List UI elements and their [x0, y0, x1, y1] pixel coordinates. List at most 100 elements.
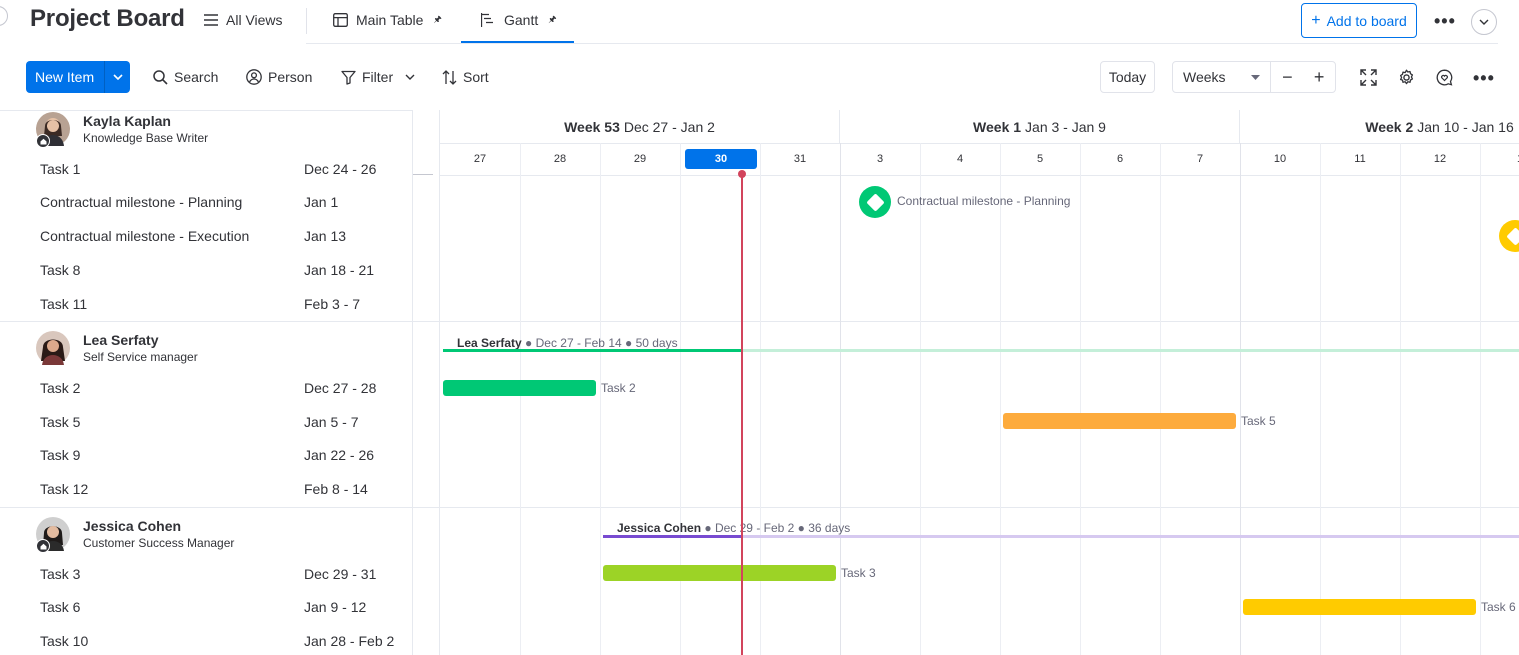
task-row[interactable]: Task 5 Jan 5 - 7	[40, 414, 400, 432]
person-role: Knowledge Base Writer	[83, 130, 209, 145]
chevron-down-icon[interactable]	[405, 74, 415, 80]
task-row[interactable]: Contractual milestone - Execution Jan 13	[40, 228, 400, 246]
task-row[interactable]: Task 10 Jan 28 - Feb 2	[40, 633, 400, 651]
week-header: Week 53 Dec 27 - Jan 2	[440, 110, 840, 143]
day-label: 31	[793, 153, 807, 165]
header-divider	[306, 43, 1498, 44]
task-bar[interactable]	[603, 565, 836, 581]
avatar[interactable]	[36, 331, 70, 365]
new-item-dropdown[interactable]	[105, 74, 130, 80]
task-name: Task 12	[40, 481, 89, 497]
task-name: Task 8	[40, 262, 81, 278]
task-bar-label: Task 2	[601, 381, 636, 395]
plus-icon: +	[1311, 11, 1321, 29]
day-gridline	[520, 143, 521, 655]
milestone-marker[interactable]	[1499, 220, 1519, 252]
sort-button[interactable]: Sort	[442, 68, 489, 86]
zoom-in-button[interactable]: +	[1313, 66, 1325, 87]
search-button[interactable]: Search	[153, 68, 218, 86]
person-name: Lea Serfaty	[83, 331, 159, 348]
week-range: Jan 3 - Jan 9	[1025, 118, 1106, 135]
feedback-button[interactable]	[1433, 66, 1455, 88]
day-gridline	[600, 143, 601, 655]
today-button[interactable]: Today	[1100, 61, 1155, 93]
day-label: 10	[1273, 153, 1287, 165]
board-header: Project Board All Views Main Table 🖈 Gan…	[0, 0, 1519, 44]
task-row[interactable]: Task 2 Dec 27 - 28	[40, 380, 400, 398]
caret-down-icon	[1251, 74, 1261, 80]
milestone-marker[interactable]	[859, 186, 891, 218]
summary-range: ● Dec 27 - Feb 14 ● 50 days	[521, 336, 678, 350]
gantt-more-button[interactable]: •••	[1473, 68, 1495, 88]
task-row[interactable]: Task 11 Feb 3 - 7	[40, 296, 400, 314]
today-marker-line	[741, 174, 743, 655]
chat-heart-icon	[1436, 69, 1452, 86]
day-header-divider	[440, 175, 1519, 176]
task-row[interactable]: Contractual milestone - Planning Jan 1	[40, 194, 400, 212]
person-role: Self Service manager	[83, 349, 198, 364]
day-gridline	[1400, 143, 1401, 655]
board-more-button[interactable]: •••	[1434, 11, 1456, 31]
group-summary-bar[interactable]	[443, 349, 743, 352]
task-date: Feb 8 - 14	[304, 481, 368, 497]
today-day-label: 30	[685, 149, 757, 169]
gantt-timeline[interactable]: Week 53 Dec 27 - Jan 2 Week 1 Jan 3 - Jan …	[413, 110, 1519, 655]
day-gridline	[760, 143, 761, 655]
day-label: 6	[1116, 153, 1124, 165]
task-row[interactable]: Task 3 Dec 29 - 31	[40, 566, 400, 584]
group-summary-bar[interactable]	[603, 535, 743, 538]
sidebar-toggle[interactable]	[0, 6, 8, 26]
day-gridline	[920, 143, 921, 655]
task-date: Jan 1	[304, 194, 339, 210]
day-label: 12	[1433, 153, 1447, 165]
tab-divider	[306, 8, 307, 34]
zoom-select[interactable]: Weeks	[1173, 62, 1272, 92]
filter-label: Filter	[362, 69, 394, 85]
task-name: Task 9	[40, 447, 81, 463]
add-to-board-button[interactable]: + Add to board	[1301, 3, 1417, 38]
week-header-divider	[440, 143, 1519, 144]
day-label: 27	[473, 153, 487, 165]
day-label: 7	[1196, 153, 1204, 165]
avatar[interactable]	[36, 112, 70, 148]
week-header: Week 1 Jan 3 - Jan 9	[840, 110, 1240, 143]
task-row[interactable]: Task 12 Feb 8 - 14	[40, 481, 400, 499]
week-header: Week 2 Jan 10 - Jan 16	[1240, 110, 1519, 143]
task-bar[interactable]	[1243, 599, 1476, 615]
day-gridline	[1320, 143, 1321, 655]
table-icon	[333, 13, 348, 27]
fullscreen-button[interactable]	[1357, 66, 1379, 88]
zoom-out-button[interactable]: −	[1282, 66, 1293, 87]
task-bar-label: Task 3	[841, 566, 876, 580]
new-item-button[interactable]: New Item	[26, 61, 130, 93]
summary-name: Lea Serfaty	[457, 336, 522, 350]
pin-icon: 🖈	[548, 14, 557, 24]
task-row[interactable]: Task 1 Dec 24 - 26	[40, 161, 400, 179]
diamond-icon	[1505, 226, 1519, 246]
task-row[interactable]: Task 9 Jan 22 - 26	[40, 447, 400, 465]
person-header-jessica: Jessica Cohen Customer Success Manager	[36, 514, 234, 554]
task-bar[interactable]	[443, 380, 596, 396]
tab-all-views[interactable]: All Views	[204, 11, 283, 29]
avatar[interactable]	[36, 517, 70, 553]
person-filter-button[interactable]: Person	[246, 68, 312, 86]
person-name: Jessica Cohen	[83, 517, 182, 534]
group-summary-bar-remaining[interactable]	[743, 349, 1519, 352]
tab-label: Gantt	[504, 12, 539, 28]
task-date: Jan 9 - 12	[304, 599, 367, 615]
task-date: Jan 28 - Feb 2	[304, 633, 395, 649]
task-row[interactable]: Task 6 Jan 9 - 12	[40, 599, 400, 617]
collapse-header-button[interactable]	[1471, 9, 1497, 35]
tab-gantt[interactable]: Gantt 🖈	[481, 11, 557, 29]
task-date: Dec 29 - 31	[304, 566, 377, 582]
item-list-panel: Kayla Kaplan Knowledge Base Writer Task …	[0, 110, 412, 655]
group-summary-bar-remaining[interactable]	[743, 535, 1519, 538]
task-bar[interactable]	[1003, 413, 1236, 429]
settings-button[interactable]	[1395, 66, 1417, 88]
panel-divider[interactable]	[412, 110, 413, 655]
filter-button[interactable]: Filter	[341, 68, 415, 86]
task-row[interactable]: Task 8 Jan 18 - 21	[40, 262, 400, 280]
sort-label: Sort	[463, 69, 489, 85]
tab-main-table[interactable]: Main Table 🖈	[333, 11, 442, 29]
search-icon	[153, 69, 168, 85]
